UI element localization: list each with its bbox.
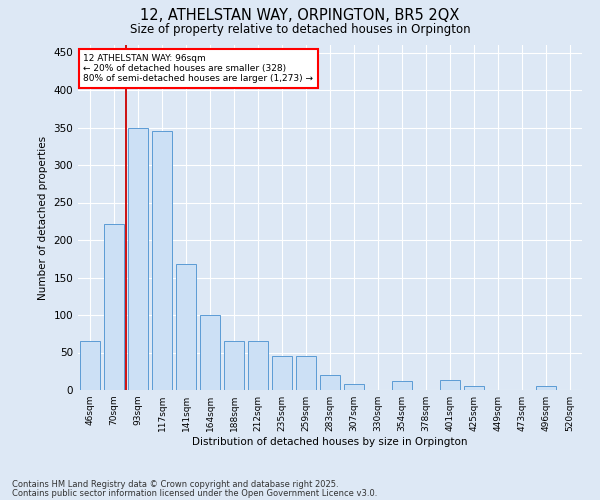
Bar — [104, 224, 124, 390]
Text: Contains HM Land Registry data © Crown copyright and database right 2025.: Contains HM Land Registry data © Crown c… — [12, 480, 338, 489]
Bar — [152, 131, 172, 390]
Text: 12 ATHELSTAN WAY: 96sqm
← 20% of detached houses are smaller (328)
80% of semi-d: 12 ATHELSTAN WAY: 96sqm ← 20% of detache… — [83, 54, 313, 84]
Bar — [440, 380, 460, 390]
Text: Contains public sector information licensed under the Open Government Licence v3: Contains public sector information licen… — [12, 488, 377, 498]
Bar — [248, 341, 268, 390]
Bar — [176, 264, 196, 390]
Bar — [80, 341, 100, 390]
Bar — [272, 356, 292, 390]
Bar — [128, 128, 148, 390]
Bar — [296, 356, 316, 390]
X-axis label: Distribution of detached houses by size in Orpington: Distribution of detached houses by size … — [192, 437, 468, 447]
Bar — [320, 375, 340, 390]
Bar — [344, 384, 364, 390]
Bar — [224, 341, 244, 390]
Bar — [200, 315, 220, 390]
Text: 12, ATHELSTAN WAY, ORPINGTON, BR5 2QX: 12, ATHELSTAN WAY, ORPINGTON, BR5 2QX — [140, 8, 460, 22]
Text: Size of property relative to detached houses in Orpington: Size of property relative to detached ho… — [130, 22, 470, 36]
Y-axis label: Number of detached properties: Number of detached properties — [38, 136, 48, 300]
Bar — [464, 386, 484, 390]
Bar — [392, 381, 412, 390]
Bar — [536, 386, 556, 390]
